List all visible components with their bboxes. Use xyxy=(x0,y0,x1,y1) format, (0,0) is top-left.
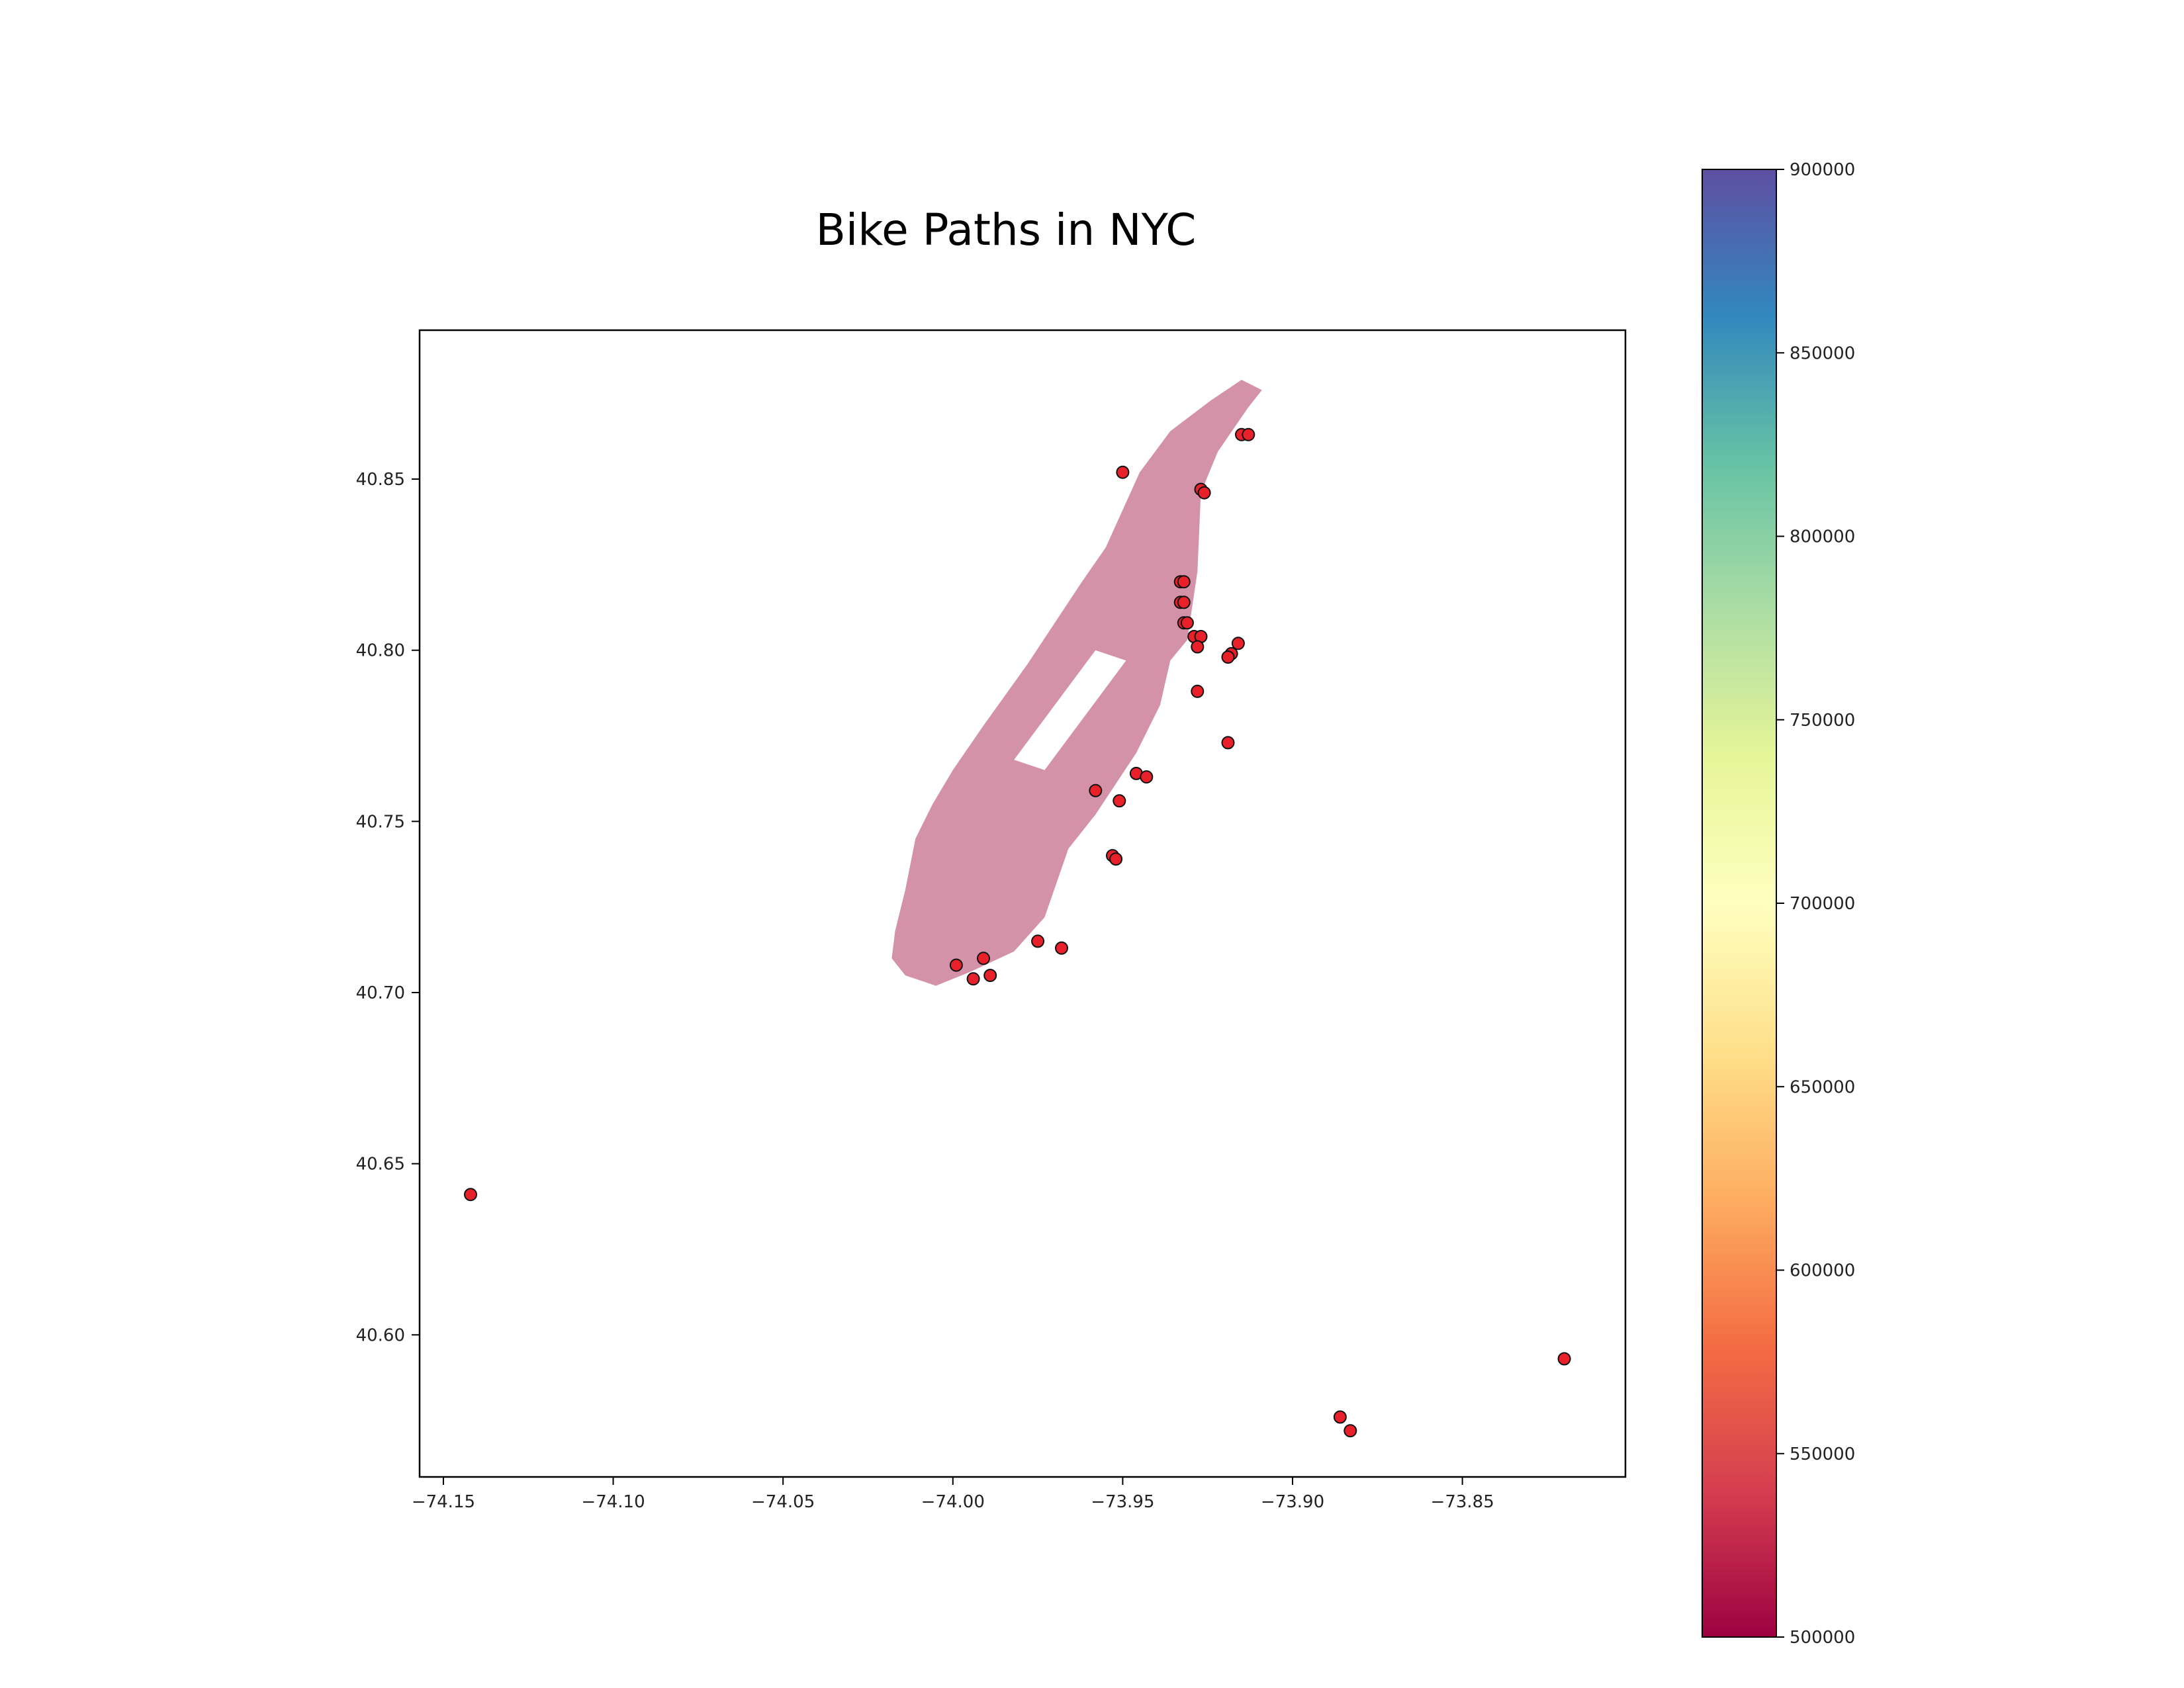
region-shape xyxy=(891,380,1262,986)
data-point xyxy=(949,958,963,972)
x-tick-label: −73.85 xyxy=(1431,1492,1494,1512)
y-tick-label: 40.70 xyxy=(356,983,405,1003)
y-tick-label: 40.60 xyxy=(356,1325,405,1345)
y-tick-label: 40.80 xyxy=(356,641,405,661)
colorbar-tick-label: 750000 xyxy=(1790,711,1855,731)
x-tick-label: −73.90 xyxy=(1261,1492,1324,1512)
data-point xyxy=(1191,684,1205,698)
colorbar-tick-label: 650000 xyxy=(1790,1077,1855,1097)
colorbar-tick-label: 550000 xyxy=(1790,1444,1855,1464)
data-point xyxy=(1333,1410,1347,1424)
data-point xyxy=(464,1188,477,1202)
plot-frame xyxy=(418,329,1627,1478)
data-point xyxy=(1113,794,1126,808)
data-point xyxy=(1231,637,1245,650)
colorbar: 500000 550000 600000 650000 700000 750000 8000… xyxy=(1702,160,1855,1648)
x-axis: −74.15 −74.10 −74.05 −74.00 −73.95 −73.90 −73.… xyxy=(412,1477,1494,1512)
colorbar-ticks: 500000 550000 600000 650000 700000 750000 8000… xyxy=(1776,160,1855,1648)
colorbar-gradient xyxy=(1702,169,1776,1637)
manhattan-region xyxy=(891,380,1262,986)
y-tick-label: 40.65 xyxy=(356,1155,405,1175)
colorbar-tick-label: 850000 xyxy=(1790,343,1855,363)
y-tick-label: 40.85 xyxy=(356,470,405,490)
colorbar-tick-label: 700000 xyxy=(1790,894,1855,914)
data-point xyxy=(1343,1424,1357,1438)
colorbar-tick-label: 800000 xyxy=(1790,527,1855,547)
data-point xyxy=(977,952,990,965)
data-point xyxy=(1031,934,1045,948)
bike-path-points xyxy=(464,427,1571,1438)
y-tick-label: 40.75 xyxy=(356,812,405,832)
data-point xyxy=(1191,640,1205,654)
x-tick-label: −74.15 xyxy=(412,1492,475,1512)
data-point xyxy=(1221,650,1235,664)
data-point xyxy=(1180,616,1194,630)
map-plot-area xyxy=(418,329,1627,1478)
data-point xyxy=(1089,783,1103,797)
data-point xyxy=(1221,736,1235,750)
chart-title: Bike Paths in NYC xyxy=(816,204,1197,255)
data-point xyxy=(1197,486,1211,500)
y-axis: 40.60 40.65 40.70 40.75 40.80 40.85 xyxy=(356,470,420,1345)
data-point xyxy=(1557,1352,1571,1366)
colorbar-tick-label: 500000 xyxy=(1790,1628,1855,1648)
colorbar-tick-label: 600000 xyxy=(1790,1261,1855,1281)
data-point xyxy=(983,969,997,983)
colorbar-tick-label: 900000 xyxy=(1790,160,1855,180)
data-point xyxy=(1242,427,1255,441)
x-tick-label: −74.00 xyxy=(921,1492,985,1512)
data-point xyxy=(1140,770,1154,784)
x-tick-label: −73.95 xyxy=(1091,1492,1154,1512)
data-point xyxy=(1177,575,1191,589)
x-tick-label: −74.05 xyxy=(751,1492,815,1512)
data-point xyxy=(1109,852,1123,866)
data-point xyxy=(1116,465,1130,479)
x-tick-label: −74.10 xyxy=(581,1492,645,1512)
data-point xyxy=(1055,941,1068,955)
data-point xyxy=(1177,596,1191,609)
data-point xyxy=(966,972,980,986)
